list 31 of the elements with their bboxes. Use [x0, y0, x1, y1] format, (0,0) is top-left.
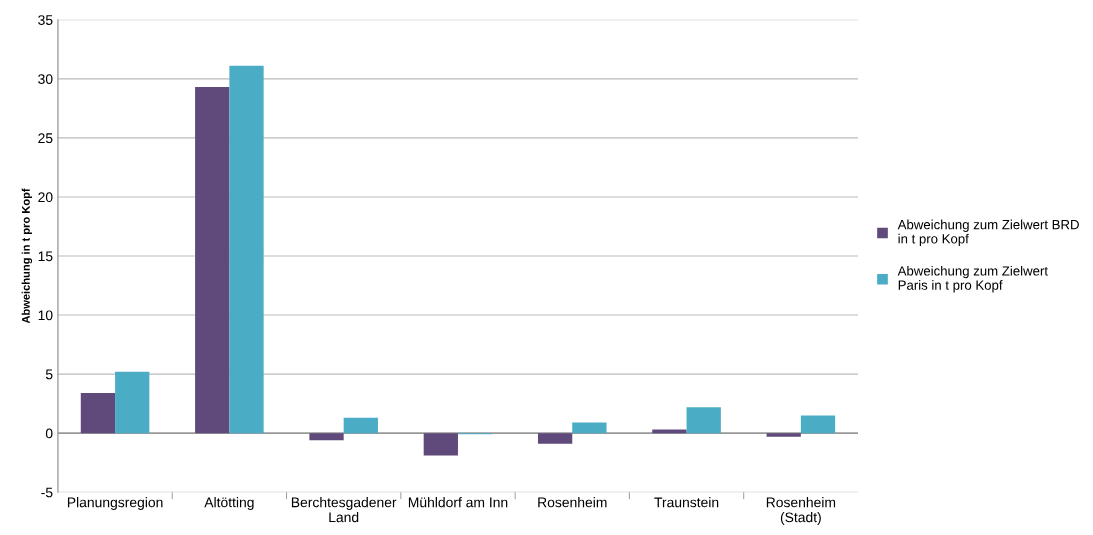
bar: [115, 371, 150, 434]
bar: [229, 65, 264, 434]
bar: [195, 87, 230, 434]
x-tick-label: Planungsregion: [67, 497, 163, 511]
bar: [800, 415, 836, 434]
y-tick-label: 10: [38, 310, 53, 321]
bar: [80, 392, 116, 434]
y-tick-label: 20: [38, 192, 53, 203]
x-tick-label: Altötting: [204, 497, 254, 511]
y-tick-label: 5: [45, 369, 53, 380]
bar: [686, 407, 721, 434]
bar: [537, 433, 573, 444]
legend-label: Abweichung zum Zielwert BRD in t pro Kopf: [897, 219, 1079, 247]
bar: [423, 433, 458, 456]
bar: [309, 433, 344, 441]
y-tick-label: 0: [45, 428, 53, 439]
bar: [766, 433, 801, 437]
y-tick-label: 35: [38, 15, 53, 25]
legend-label: Abweichung zum Zielwert Paris in t pro Kopf: [897, 265, 1048, 293]
y-tick-label: 30: [38, 74, 53, 85]
bar: [343, 417, 378, 434]
bar: [572, 422, 607, 434]
y-tick-label: 25: [38, 133, 53, 144]
x-tick-label: Berchtesgadener Land: [291, 497, 397, 523]
y-tick-label: 15: [38, 251, 53, 262]
y-axis-title: Abweichung in t pro Kopf: [21, 188, 33, 324]
y-tick-label: -5: [41, 487, 53, 498]
x-tick-label: Traunstein: [654, 497, 719, 508]
x-tick-label: Rosenheim: [538, 497, 607, 508]
x-tick-label: Rosenheim (Stadt): [766, 497, 836, 525]
x-tick-label: Mühldorf am Inn: [408, 497, 508, 508]
